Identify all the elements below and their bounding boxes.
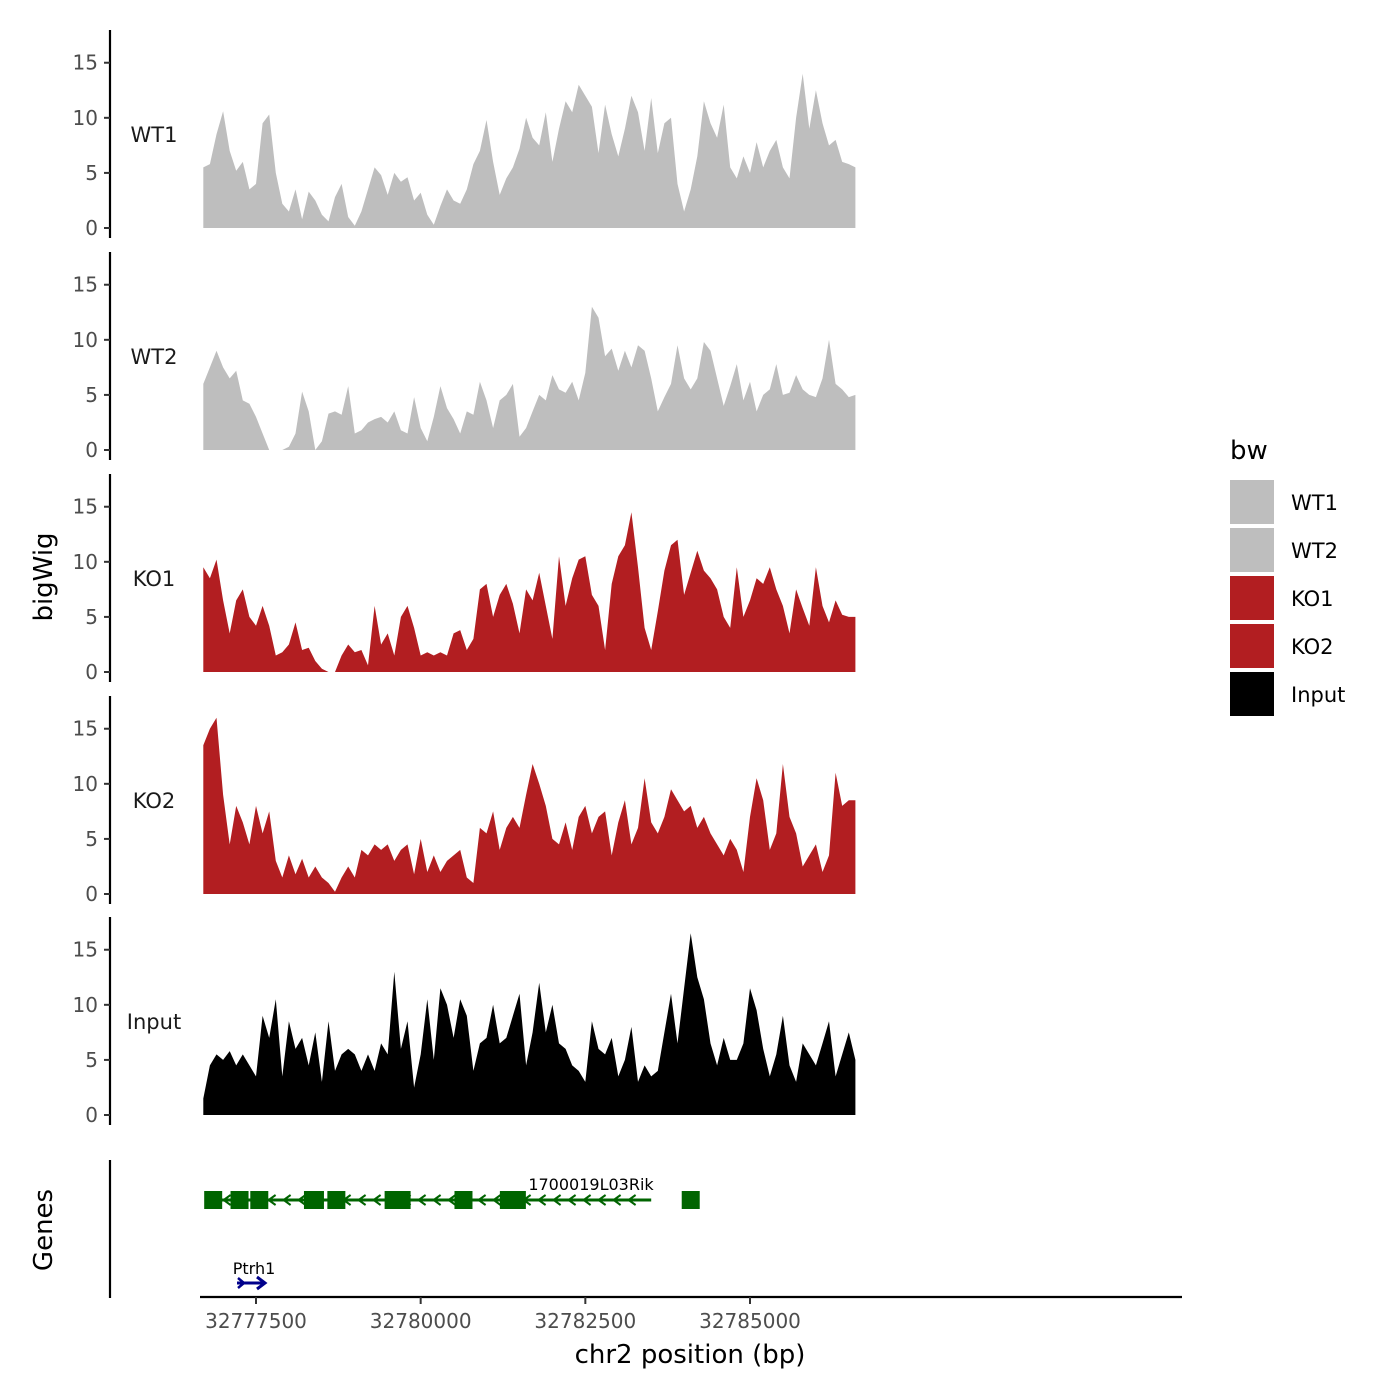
- y-tick-label: 5: [85, 605, 98, 629]
- x-axis-title: chr2 position (bp): [575, 1340, 806, 1370]
- gene-label: Ptrh1: [233, 1259, 276, 1278]
- y-tick-label: 0: [85, 882, 98, 906]
- coverage-area-ko2: [203, 717, 856, 894]
- gene-label: 1700019L03Rik: [528, 1175, 654, 1194]
- exon-block: [384, 1191, 411, 1209]
- strand-chevron: [356, 1194, 367, 1206]
- y-tick-label: 0: [85, 216, 98, 240]
- y-tick-label: 5: [85, 161, 98, 185]
- gene-track: 1700019L03Rik Ptrh1: [108, 1160, 700, 1298]
- strand-chevron: [611, 1194, 622, 1206]
- strand-chevron: [281, 1194, 292, 1206]
- y-tick-label: 0: [85, 1103, 98, 1127]
- coverage-tracks: 0 5 10 15 WT1 0 5 10 15 WT2 0 5 10 15 KO1 0 5 10 15 KO2 0 5 10…: [73, 30, 856, 1127]
- x-tick-label: 32785000: [699, 1309, 801, 1333]
- y-tick-label: 0: [85, 660, 98, 684]
- legend-swatch-wt1: [1230, 480, 1274, 524]
- strand-chevron: [221, 1194, 232, 1206]
- y-tick-label: 5: [85, 383, 98, 407]
- track-panel-ko1: 0 5 10 15 KO1: [73, 474, 856, 684]
- track-panel-ko2: 0 5 10 15 KO2: [73, 696, 856, 906]
- strand-chevron: [237, 1277, 246, 1289]
- y-tick-label: 10: [73, 772, 98, 796]
- y-tick-label: 10: [73, 106, 98, 130]
- strand-chevron: [626, 1194, 637, 1206]
- exon-block: [250, 1191, 269, 1209]
- legend-label-ko1: KO1: [1291, 587, 1334, 611]
- x-tick-label: 32782500: [534, 1309, 636, 1333]
- y-tick-label: 5: [85, 827, 98, 851]
- exon-block: [303, 1191, 324, 1209]
- legend-label-wt2: WT2: [1291, 539, 1338, 563]
- y-tick-label: 0: [85, 438, 98, 462]
- exon-block: [681, 1191, 700, 1209]
- strand-chevron: [476, 1194, 487, 1206]
- track-label-wt1: WT1: [131, 123, 178, 147]
- exon-block: [454, 1191, 473, 1209]
- y-tick-label: 5: [85, 1048, 98, 1072]
- coverage-area-wt2: [203, 306, 856, 450]
- strand-chevron: [536, 1194, 547, 1206]
- legend-swatch-input: [1230, 672, 1274, 716]
- track-panel-wt2: 0 5 10 15 WT2: [73, 252, 856, 462]
- y-tick-label: 10: [73, 993, 98, 1017]
- strand-chevron: [491, 1194, 502, 1206]
- track-panel-input: 0 5 10 15 Input: [73, 917, 856, 1127]
- exon-block: [327, 1191, 346, 1209]
- exon-block: [230, 1191, 249, 1209]
- exon-block: [204, 1191, 223, 1209]
- y-tick-label: 10: [73, 550, 98, 574]
- legend-swatch-wt2: [1230, 528, 1274, 572]
- y-tick-label: 15: [73, 273, 98, 297]
- strand-arrow: [256, 1275, 268, 1291]
- strand-chevron: [551, 1194, 562, 1206]
- y-tick-label: 15: [73, 51, 98, 75]
- x-axis: 32777500 32780000 32782500 32785000: [200, 1295, 1182, 1333]
- x-tick-label: 32777500: [205, 1309, 307, 1333]
- y-tick-label: 15: [73, 495, 98, 519]
- genes-axis-title: Genes: [29, 1189, 59, 1271]
- legend-swatch-ko1: [1230, 576, 1274, 620]
- strand-chevron: [566, 1194, 577, 1206]
- legend-label-ko2: KO2: [1291, 635, 1334, 659]
- track-panel-wt1: 0 5 10 15 WT1: [73, 30, 856, 240]
- track-label-ko2: KO2: [133, 789, 176, 813]
- gene-ptrh1: Ptrh1: [233, 1259, 276, 1291]
- exon-block: [499, 1191, 526, 1209]
- strand-chevron: [596, 1194, 607, 1206]
- legend-swatch-ko2: [1230, 624, 1274, 668]
- strand-chevron: [431, 1194, 442, 1206]
- legend: bw WT1 WT2 KO1 KO2 Input: [1230, 436, 1345, 716]
- legend-label-input: Input: [1291, 683, 1345, 707]
- track-label-wt2: WT2: [131, 345, 178, 369]
- coverage-area-wt1: [203, 73, 856, 228]
- track-label-input: Input: [127, 1010, 181, 1034]
- strand-chevron: [416, 1194, 427, 1206]
- y-tick-label: 15: [73, 717, 98, 741]
- track-label-ko1: KO1: [133, 567, 176, 591]
- y-axis-title: bigWig: [29, 532, 59, 621]
- strand-chevron: [296, 1194, 307, 1206]
- x-tick-label: 32780000: [370, 1309, 472, 1333]
- coverage-area-input: [203, 933, 856, 1115]
- coverage-area-ko1: [203, 512, 856, 672]
- y-tick-label: 10: [73, 328, 98, 352]
- strand-chevron: [446, 1194, 457, 1206]
- strand-chevron: [371, 1194, 382, 1206]
- strand-chevron: [266, 1194, 277, 1206]
- y-tick-label: 15: [73, 938, 98, 962]
- strand-chevron: [581, 1194, 592, 1206]
- legend-title: bw: [1230, 436, 1268, 466]
- legend-label-wt1: WT1: [1291, 491, 1338, 515]
- gene-1700019l03rik: 1700019L03Rik: [204, 1175, 700, 1209]
